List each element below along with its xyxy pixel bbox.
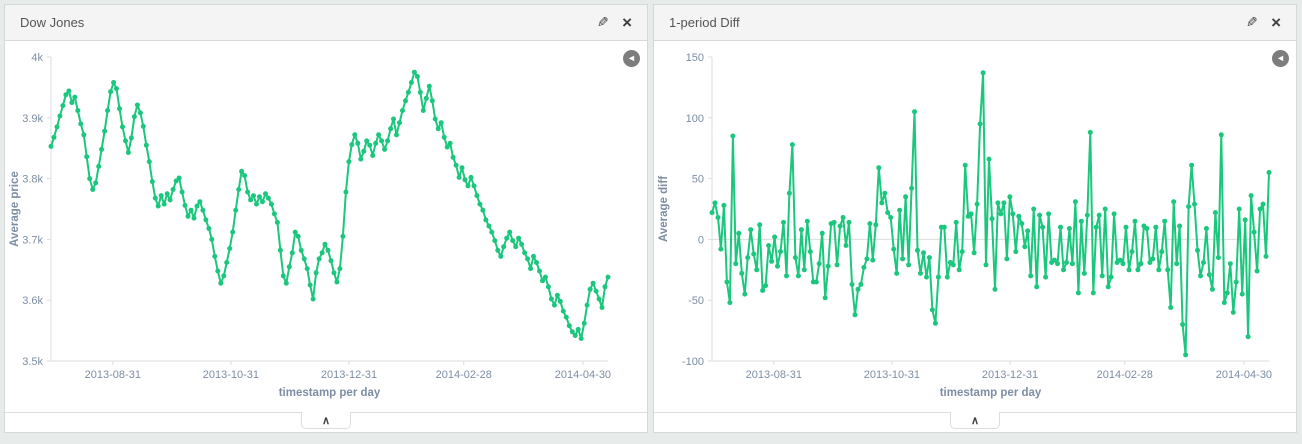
panel-footer: ∧ — [654, 412, 1296, 432]
svg-text:3.9k: 3.9k — [22, 113, 43, 125]
panel-header-icons: ✎ × — [597, 14, 632, 31]
edit-visualization-icon[interactable]: ✎ — [1246, 14, 1259, 30]
spy-toggle-button[interactable]: ∧ — [950, 412, 1000, 429]
diff-line-chart[interactable]: 150 100 50 0 -50 -100 2013-08-31 2013-10-31 2013… — [654, 41, 1296, 412]
svg-text:2014-02-28: 2014-02-28 — [1097, 369, 1153, 381]
svg-text:50: 50 — [692, 174, 704, 186]
svg-text:2013-08-31: 2013-08-31 — [746, 369, 802, 381]
panel-drag-header[interactable]: 1-period Diff ✎ × — [654, 5, 1296, 41]
panel-dow-jones: Dow Jones ✎ × 4k 3.9k 3.8k 3.7k 3.6k 3.5k 2013… — [4, 4, 648, 433]
chevron-up-icon: ∧ — [970, 414, 980, 427]
panel-title: Dow Jones — [20, 15, 85, 30]
svg-text:2014-02-28: 2014-02-28 — [436, 369, 492, 381]
panel-body: 150 100 50 0 -50 -100 2013-08-31 2013-10-31 2013… — [654, 41, 1296, 412]
svg-text:2013-10-31: 2013-10-31 — [203, 369, 259, 381]
svg-text:2013-10-31: 2013-10-31 — [864, 369, 920, 381]
chevron-up-icon: ∧ — [321, 414, 331, 427]
svg-text:150: 150 — [686, 52, 704, 64]
svg-text:2013-12-31: 2013-12-31 — [982, 369, 1038, 381]
svg-text:3.6k: 3.6k — [22, 295, 43, 307]
deselect-back-icon[interactable]: ◄ — [623, 50, 640, 67]
dow-jones-line-chart[interactable]: 4k 3.9k 3.8k 3.7k 3.6k 3.5k 2013-08-31 2013-10-… — [5, 41, 647, 412]
svg-text:2014-04-30: 2014-04-30 — [1216, 369, 1272, 381]
svg-text:0: 0 — [698, 234, 704, 246]
panel-footer: ∧ — [5, 412, 647, 432]
panel-drag-header[interactable]: Dow Jones ✎ × — [5, 5, 647, 41]
panel-1-period-diff: 1-period Diff ✎ × 150 100 50 0 -50 -100 2013-0… — [653, 4, 1297, 433]
edit-visualization-icon[interactable]: ✎ — [597, 14, 610, 30]
svg-text:4k: 4k — [31, 52, 43, 64]
svg-text:timestamp per day: timestamp per day — [940, 387, 1042, 399]
svg-text:3.8k: 3.8k — [22, 174, 43, 186]
svg-text:Average price: Average price — [9, 171, 21, 247]
svg-text:-50: -50 — [688, 295, 704, 307]
panel-header-icons: ✎ × — [1246, 14, 1281, 31]
left-arrow-icon: ◄ — [627, 53, 636, 63]
svg-text:2013-08-31: 2013-08-31 — [85, 369, 141, 381]
svg-text:100: 100 — [686, 113, 704, 125]
svg-text:timestamp per day: timestamp per day — [279, 387, 381, 399]
remove-panel-icon[interactable]: × — [622, 13, 632, 32]
left-arrow-icon: ◄ — [1276, 53, 1285, 63]
svg-text:2013-12-31: 2013-12-31 — [321, 369, 377, 381]
dashboard: Dow Jones ✎ × 4k 3.9k 3.8k 3.7k 3.6k 3.5k 2013… — [4, 4, 1297, 433]
remove-panel-icon[interactable]: × — [1271, 13, 1281, 32]
svg-text:3.7k: 3.7k — [22, 234, 43, 246]
svg-text:Average diff: Average diff — [658, 176, 670, 242]
deselect-back-icon[interactable]: ◄ — [1272, 50, 1289, 67]
panel-title: 1-period Diff — [669, 15, 740, 30]
svg-text:3.5k: 3.5k — [22, 356, 43, 368]
svg-text:-100: -100 — [682, 356, 704, 368]
panel-body: 4k 3.9k 3.8k 3.7k 3.6k 3.5k 2013-08-31 2013-10-… — [5, 41, 647, 412]
spy-toggle-button[interactable]: ∧ — [301, 412, 351, 429]
svg-text:2014-04-30: 2014-04-30 — [555, 369, 611, 381]
